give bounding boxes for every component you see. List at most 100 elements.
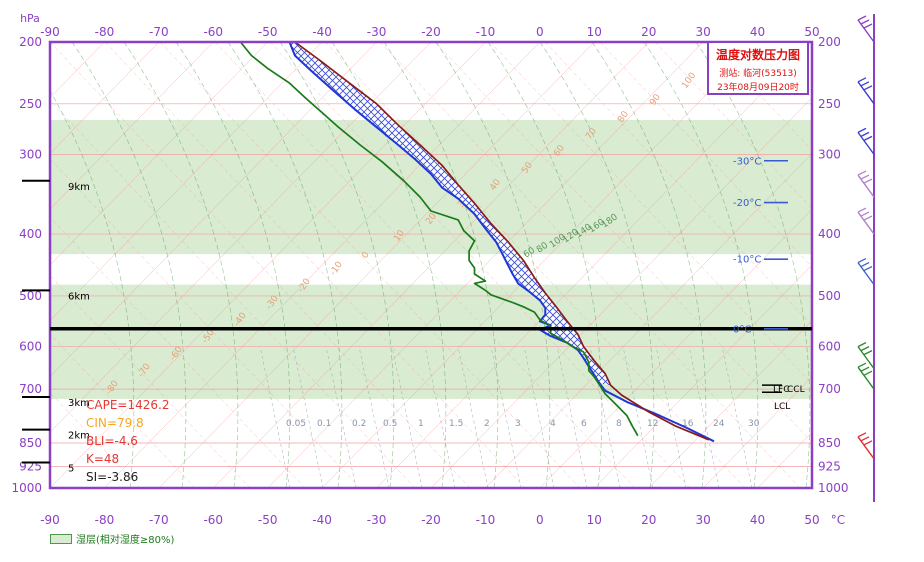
mixing-ratio-label: 30 xyxy=(748,419,760,429)
humid-legend: 湿层(相对湿度≥80%) xyxy=(50,531,174,546)
wind-barb-icon xyxy=(857,432,875,460)
x-tick-bottom: -80 xyxy=(95,513,115,527)
wind-barb-icon xyxy=(857,77,875,105)
x-tick-top: -40 xyxy=(312,25,332,39)
ccl-label: CCL xyxy=(787,385,805,395)
y-tick-left: 700 xyxy=(19,382,42,396)
isotherm-line xyxy=(376,42,812,488)
lcl-label: LCL xyxy=(774,402,790,412)
wind-barb-icon xyxy=(857,342,875,370)
x-tick-bottom: 10 xyxy=(587,513,602,527)
wind-barb-feather xyxy=(857,362,867,368)
mixing-ratio-line xyxy=(259,346,291,488)
wind-barb-feather xyxy=(857,432,867,438)
moist-adiabat-line xyxy=(695,42,811,488)
x-tick-top: 30 xyxy=(696,25,711,39)
y-tick-right: 300 xyxy=(818,147,841,161)
index-cin: CIN=79.8 xyxy=(86,416,144,430)
height-marker-label: 9km xyxy=(68,182,90,193)
wind-barb-staff xyxy=(857,346,875,370)
isotherm-line xyxy=(267,42,704,488)
x-tick-bottom: -70 xyxy=(149,513,169,527)
mixing-ratio-label: 16 xyxy=(682,419,694,429)
station-label: 测站: 临河(53513) xyxy=(719,69,797,79)
y-tick-right: 700 xyxy=(818,382,841,396)
wind-barb-staff xyxy=(857,174,875,198)
isotherm-line xyxy=(50,42,377,377)
mixing-ratio-line xyxy=(424,346,456,488)
mixing-ratio-line xyxy=(721,346,753,488)
y-tick-right: 850 xyxy=(818,436,841,450)
isotherm-line xyxy=(104,42,541,488)
y-tick-right: 925 xyxy=(818,459,841,473)
y-tick-left: 500 xyxy=(19,289,42,303)
x-axis-unit: °C xyxy=(831,513,845,527)
x-tick-bottom: 0 xyxy=(536,513,544,527)
x-tick-bottom: 30 xyxy=(696,513,711,527)
temperature-line xyxy=(288,42,715,443)
mixing-ratio-line xyxy=(358,346,390,488)
x-tick-top: 0 xyxy=(536,25,544,39)
x-tick-bottom: -20 xyxy=(421,513,441,527)
y-tick-right: 600 xyxy=(818,339,841,353)
x-tick-bottom: -40 xyxy=(312,513,332,527)
mixing-ratio-label: 1.5 xyxy=(449,419,463,429)
wind-barb-staff xyxy=(857,211,875,235)
height-marker-label: 5 xyxy=(68,463,74,474)
height-marker-label: 3km xyxy=(68,398,90,409)
y-tick-left: 600 xyxy=(19,339,42,353)
index-cape: CAPE=1426.2 xyxy=(86,398,170,412)
mixing-ratio-label: 0.2 xyxy=(352,419,366,429)
dry-adiabat-label: 0 xyxy=(360,250,372,261)
wind-barb-feather xyxy=(863,266,873,272)
isotherm-marker-label: -10°C xyxy=(733,255,761,266)
wind-barb-icon xyxy=(857,127,875,155)
wind-barb-feather xyxy=(857,258,867,264)
isotherm-line xyxy=(50,42,160,154)
mixing-ratio-label: 6 xyxy=(581,419,587,429)
isotherm-line xyxy=(321,42,758,488)
moist-adiabat-line xyxy=(383,42,499,488)
dry-adiabat-line xyxy=(764,42,812,93)
mixing-ratio-label: 24 xyxy=(713,419,725,429)
isotherm-line xyxy=(50,42,323,322)
wind-barb-feather xyxy=(860,19,870,25)
dry-adiabat-line xyxy=(875,42,924,488)
wind-barb-staff xyxy=(857,262,875,286)
moist-adiabat-line xyxy=(175,42,291,488)
dry-adiabat-line xyxy=(654,42,812,210)
wind-barb-feather xyxy=(863,350,873,356)
wind-barb-feather xyxy=(863,440,873,446)
moist-adiabat-line xyxy=(487,42,603,488)
wind-barb-feather xyxy=(863,178,873,184)
y-axis-label: hPa xyxy=(20,12,40,25)
wind-barb-feather xyxy=(860,211,870,217)
lfc-label: LFC xyxy=(773,385,789,395)
moist-adiabat-line xyxy=(123,42,239,488)
mixing-ratio-line xyxy=(325,346,357,488)
y-tick-left: 400 xyxy=(19,227,42,241)
wind-barb-feather xyxy=(857,342,867,348)
wind-barb-feather xyxy=(860,366,870,372)
humid-legend-swatch xyxy=(50,533,72,544)
moist-adiabat-line xyxy=(71,42,187,488)
mixing-ratio-line xyxy=(523,346,555,488)
dry-adiabat-label: 100 xyxy=(680,71,698,91)
isotherm-line xyxy=(158,42,595,488)
wind-barb-feather xyxy=(857,207,867,213)
isotherm-line xyxy=(539,208,812,488)
x-tick-top: -90 xyxy=(40,25,60,39)
wind-barb-feather xyxy=(863,215,873,221)
y-tick-right: 250 xyxy=(818,97,841,111)
x-tick-bottom: -90 xyxy=(40,513,60,527)
mixing-ratio-label: 0.05 xyxy=(286,419,306,429)
x-tick-bottom: -50 xyxy=(258,513,278,527)
mixing-ratio-label: 8 xyxy=(616,419,622,429)
moist-adiabat-line xyxy=(591,42,707,488)
isotherm-marker-label: -30°C xyxy=(733,156,761,167)
moist-adiabat-line xyxy=(50,90,135,488)
mixing-ratio-label: 0.1 xyxy=(317,419,331,429)
mixing-ratio-line xyxy=(292,346,324,488)
y-tick-left: 850 xyxy=(19,436,42,450)
